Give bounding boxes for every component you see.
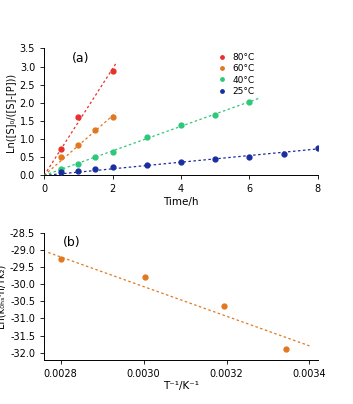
Legend: 80°C, 60°C, 40°C, 25°C: 80°C, 60°C, 40°C, 25°C: [213, 53, 255, 96]
Y-axis label: Ln(k₀ₕₛ·h/Tk₂): Ln(k₀ₕₛ·h/Tk₂): [0, 264, 6, 328]
Y-axis label: Ln([S]₀/([S]-[P])): Ln([S]₀/([S]-[P])): [5, 72, 16, 152]
Text: (a): (a): [71, 52, 89, 65]
X-axis label: Time/h: Time/h: [163, 197, 199, 207]
Text: (b): (b): [63, 236, 81, 249]
X-axis label: T⁻¹/K⁻¹: T⁻¹/K⁻¹: [163, 381, 199, 391]
